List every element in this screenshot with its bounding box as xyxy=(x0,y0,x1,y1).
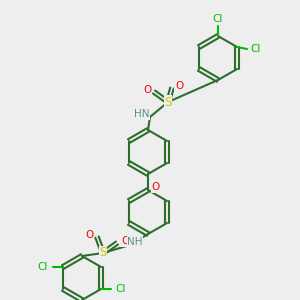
Text: Cl: Cl xyxy=(38,262,48,272)
Text: O: O xyxy=(143,85,151,95)
Text: S: S xyxy=(164,95,172,109)
Text: S: S xyxy=(99,247,107,260)
Text: Cl: Cl xyxy=(251,44,261,54)
Text: O: O xyxy=(121,236,129,246)
Text: O: O xyxy=(152,182,160,192)
Text: O: O xyxy=(175,81,183,91)
Text: Cl: Cl xyxy=(116,284,126,294)
Text: HN: HN xyxy=(134,109,150,119)
Text: O: O xyxy=(85,230,93,240)
Text: NH: NH xyxy=(127,237,143,247)
Text: Cl: Cl xyxy=(213,14,223,24)
